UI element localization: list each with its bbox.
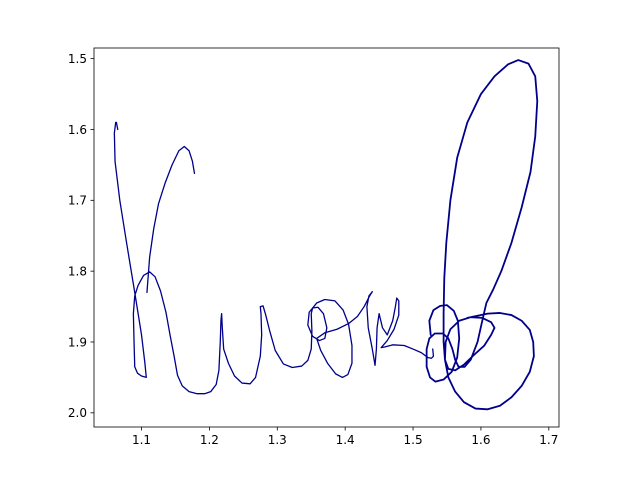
plot-area	[113, 59, 539, 411]
x-axis: 1.1 1.2 1.3 1.4 1.5 1.6 1.7	[132, 427, 558, 447]
series-line-3	[146, 145, 196, 294]
x-tick-label: 1.5	[404, 433, 423, 447]
x-tick-label: 1.3	[268, 433, 287, 447]
x-tick-label: 1.1	[132, 433, 151, 447]
x-tick-label: 1.6	[471, 433, 490, 447]
y-axis: 1.5 1.6 1.7 1.8 1.9 2.0	[68, 52, 94, 420]
y-tick-label: 1.8	[68, 264, 87, 278]
y-tick-label: 1.6	[68, 123, 87, 137]
series-line-2	[425, 59, 539, 411]
x-tick-label: 1.7	[539, 433, 558, 447]
axes-frame	[93, 47, 560, 428]
series-line-1	[113, 121, 435, 395]
x-tick-label: 1.4	[336, 433, 355, 447]
y-tick-label: 2.0	[68, 406, 87, 420]
y-tick-label: 1.9	[68, 335, 87, 349]
x-tick-label: 1.2	[200, 433, 219, 447]
y-tick-label: 1.7	[68, 194, 87, 208]
y-tick-label: 1.5	[68, 52, 87, 66]
